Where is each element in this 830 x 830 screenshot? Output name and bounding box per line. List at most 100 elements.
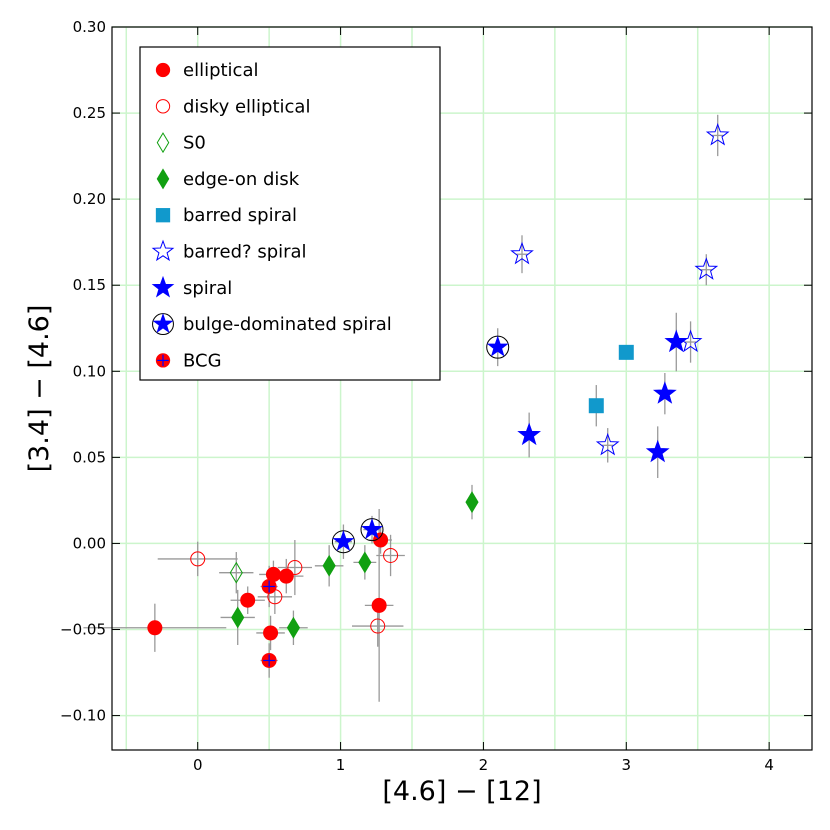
y-tick-label: 0.30 <box>73 18 106 36</box>
point-bulge-dominated-spiral <box>331 530 355 554</box>
point-elliptical <box>147 620 163 636</box>
legend-marker-elliptical <box>155 62 171 78</box>
legend-marker-spiral <box>151 275 175 298</box>
point-elliptical <box>240 592 256 608</box>
marker-shape <box>517 422 542 446</box>
point-edge-on-disk <box>231 606 245 629</box>
axis-ticks: 0 1 2 3 4 −0.10 −0.05 0.00 0.05 0.10 0.15 0.20 0.25 0… <box>60 18 812 774</box>
x-axis-label: [4.6] − [12] <box>382 776 541 807</box>
legend-marker-barred-spiral <box>155 208 171 223</box>
marker-shape <box>151 275 175 298</box>
x-tick-label: 2 <box>479 756 489 774</box>
point-bulge-dominated-spiral <box>360 518 384 542</box>
y-tick-label: −0.05 <box>60 621 106 639</box>
legend-marker-edge-on-disk <box>156 168 170 190</box>
marker-shape <box>155 99 171 114</box>
legend-label-barred-spiral: barred spiral <box>183 205 297 226</box>
y-tick-label: 0.10 <box>73 362 106 380</box>
marker-shape <box>694 257 719 280</box>
legend-label-bulge-dominated-spiral: bulge-dominated spiral <box>183 314 392 335</box>
point-barred-spiral <box>588 398 604 414</box>
marker-shape <box>361 518 383 539</box>
marker-shape <box>152 313 174 334</box>
marker-shape <box>595 432 620 456</box>
point-bcg <box>261 652 277 668</box>
marker-shape <box>645 439 670 463</box>
point-bulge-dominated-spiral <box>486 335 510 359</box>
marker-shape <box>190 551 206 567</box>
marker-shape <box>156 168 170 190</box>
marker-shape <box>155 62 171 78</box>
point-edge-on-disk <box>465 491 479 514</box>
marker-shape <box>229 561 243 584</box>
marker-shape <box>383 547 399 563</box>
point-spiral <box>652 381 677 404</box>
y-tick-label: 0.20 <box>73 190 106 208</box>
marker-shape <box>486 335 509 357</box>
marker-shape <box>322 554 336 577</box>
marker-shape <box>155 208 171 223</box>
point-edge-on-disk <box>322 554 336 577</box>
point-spiral <box>664 329 689 353</box>
legend-marker-s0 <box>156 132 170 154</box>
marker-shape <box>588 398 604 414</box>
legend-label-edge-on-disk: edge-on disk <box>183 169 300 190</box>
point-barred-spiral <box>595 432 620 456</box>
marker-shape <box>618 344 634 360</box>
y-axis-label: [3.4] − [4.6] <box>24 305 55 473</box>
x-tick-label: 1 <box>336 756 346 774</box>
point-s0 <box>229 561 243 584</box>
marker-shape <box>510 241 534 265</box>
marker-shape <box>231 606 245 629</box>
point-bcg <box>261 578 277 594</box>
x-tick-label: 3 <box>622 756 632 774</box>
marker-shape <box>240 592 256 608</box>
point-barred-spiral <box>510 241 534 265</box>
marker-shape <box>358 551 372 574</box>
marker-shape <box>287 560 303 576</box>
x-tick-label: 0 <box>193 756 203 774</box>
x-tick-label: 4 <box>764 756 774 774</box>
point-elliptical <box>278 568 294 584</box>
legend-box <box>139 46 441 381</box>
point-elliptical <box>371 597 387 613</box>
marker-shape <box>278 568 294 584</box>
point-spiral <box>517 422 542 446</box>
point-disky-elliptical <box>383 547 399 563</box>
data-points <box>147 122 730 668</box>
legend-marker-barred-spiral <box>151 239 175 262</box>
marker-shape <box>371 597 387 613</box>
legend: elliptical disky elliptical S0 edge-on disk… <box>139 46 441 381</box>
marker-shape <box>465 491 479 514</box>
marker-shape <box>147 620 163 636</box>
point-barred-spiral <box>694 257 719 280</box>
y-tick-label: 0.15 <box>73 276 106 294</box>
point-barred-spiral <box>705 122 730 146</box>
marker-shape <box>156 132 170 154</box>
marker-shape <box>652 381 677 404</box>
point-edge-on-disk <box>286 616 301 639</box>
legend-label-s0: S0 <box>183 133 206 154</box>
marker-shape <box>332 530 355 552</box>
grid <box>112 26 812 750</box>
y-tick-label: −0.10 <box>60 707 106 725</box>
point-elliptical <box>263 625 279 641</box>
y-tick-label: 0.00 <box>73 534 106 552</box>
legend-label-barred-spiral: barred? spiral <box>183 242 307 263</box>
point-edge-on-disk <box>358 551 372 574</box>
legend-marker-bulge-dominated-spiral <box>152 313 174 336</box>
legend-label-spiral: spiral <box>183 278 232 299</box>
marker-shape <box>664 329 689 353</box>
y-tick-label: 0.05 <box>73 448 106 466</box>
legend-label-elliptical: elliptical <box>183 60 259 81</box>
point-spiral <box>645 439 670 463</box>
marker-shape <box>286 616 301 639</box>
marker-shape <box>263 625 279 641</box>
plot-frame <box>111 26 813 751</box>
legend-marker-bcg <box>155 353 171 368</box>
point-disky-elliptical <box>370 618 386 634</box>
legend-label-bcg: BCG <box>183 350 222 371</box>
marker-shape <box>151 239 175 262</box>
point-disky-elliptical <box>190 551 206 567</box>
legend-label-disky-elliptical: disky elliptical <box>183 96 310 117</box>
